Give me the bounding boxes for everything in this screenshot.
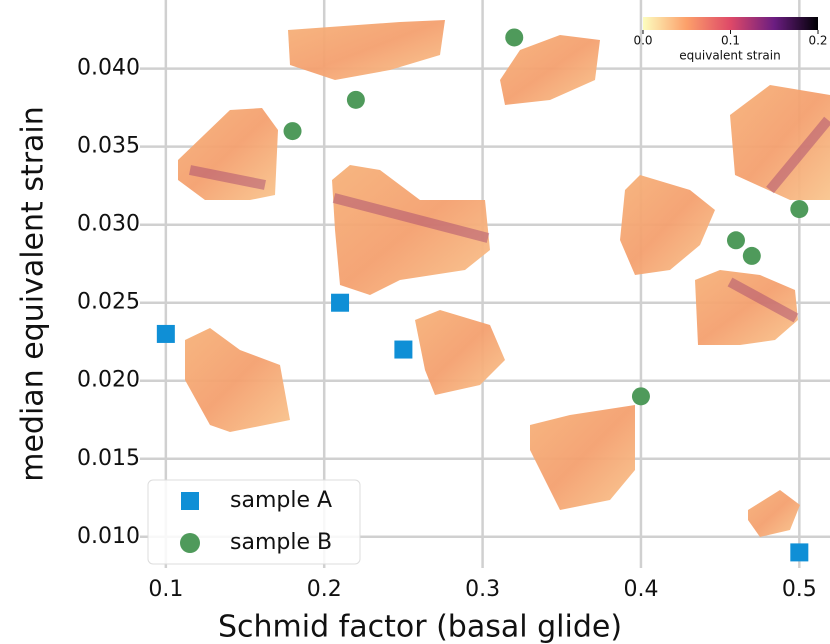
grain-image — [178, 108, 278, 200]
colorbar-tick-label: 0.0 — [633, 34, 652, 48]
grain-images — [178, 20, 830, 537]
grain-image — [415, 310, 505, 395]
data-point — [394, 340, 413, 359]
grain-image — [620, 175, 715, 275]
data-point — [790, 543, 809, 562]
grain-image — [730, 85, 830, 200]
legend-label: sample A — [230, 488, 332, 513]
data-point — [156, 324, 175, 343]
colorbar-tick-label: 0.1 — [721, 34, 740, 48]
grain-stripe — [332, 193, 490, 243]
y-tick-label: 0.025 — [77, 290, 140, 315]
legend-marker — [181, 492, 199, 510]
data-point — [631, 387, 650, 406]
x-tick-label: 0.4 — [623, 577, 658, 602]
grain-image — [530, 405, 635, 510]
data-point — [331, 293, 350, 312]
y-tick-label: 0.035 — [77, 134, 140, 159]
legend-label: sample B — [230, 530, 332, 555]
data-point — [726, 231, 745, 250]
colorbar — [643, 17, 818, 30]
data-point — [742, 246, 761, 265]
x-tick-label: 0.1 — [148, 577, 183, 602]
grain-image — [185, 328, 290, 432]
y-tick-label: 0.030 — [77, 212, 140, 237]
grain-image — [500, 35, 600, 105]
x-tick-label: 0.5 — [782, 577, 817, 602]
y-tick-label: 0.015 — [77, 446, 140, 471]
x-axis-label: Schmid factor (basal glide) — [218, 610, 622, 644]
grain-image — [695, 270, 798, 345]
grain-image — [748, 490, 800, 537]
y-tick-label: 0.010 — [77, 524, 140, 549]
legend-marker — [180, 533, 200, 553]
grain-stripe — [189, 165, 266, 190]
colorbar-label: equivalent strain — [679, 49, 780, 63]
data-point — [346, 90, 365, 109]
data-point — [283, 122, 302, 141]
colorbar-tick-label: 0.2 — [808, 34, 827, 48]
y-axis-label: median equivalent strain — [16, 106, 51, 482]
grain-stripe — [727, 277, 799, 323]
y-tick-label: 0.020 — [77, 368, 140, 393]
y-tick-label: 0.040 — [77, 56, 140, 81]
grain-stripe — [766, 116, 830, 194]
x-tick-label: 0.3 — [465, 577, 500, 602]
x-tick-label: 0.2 — [307, 577, 342, 602]
legend — [147, 479, 361, 565]
grain-image — [288, 20, 445, 80]
grain-image — [332, 165, 490, 295]
data-point — [505, 28, 524, 47]
data-point — [790, 200, 809, 219]
